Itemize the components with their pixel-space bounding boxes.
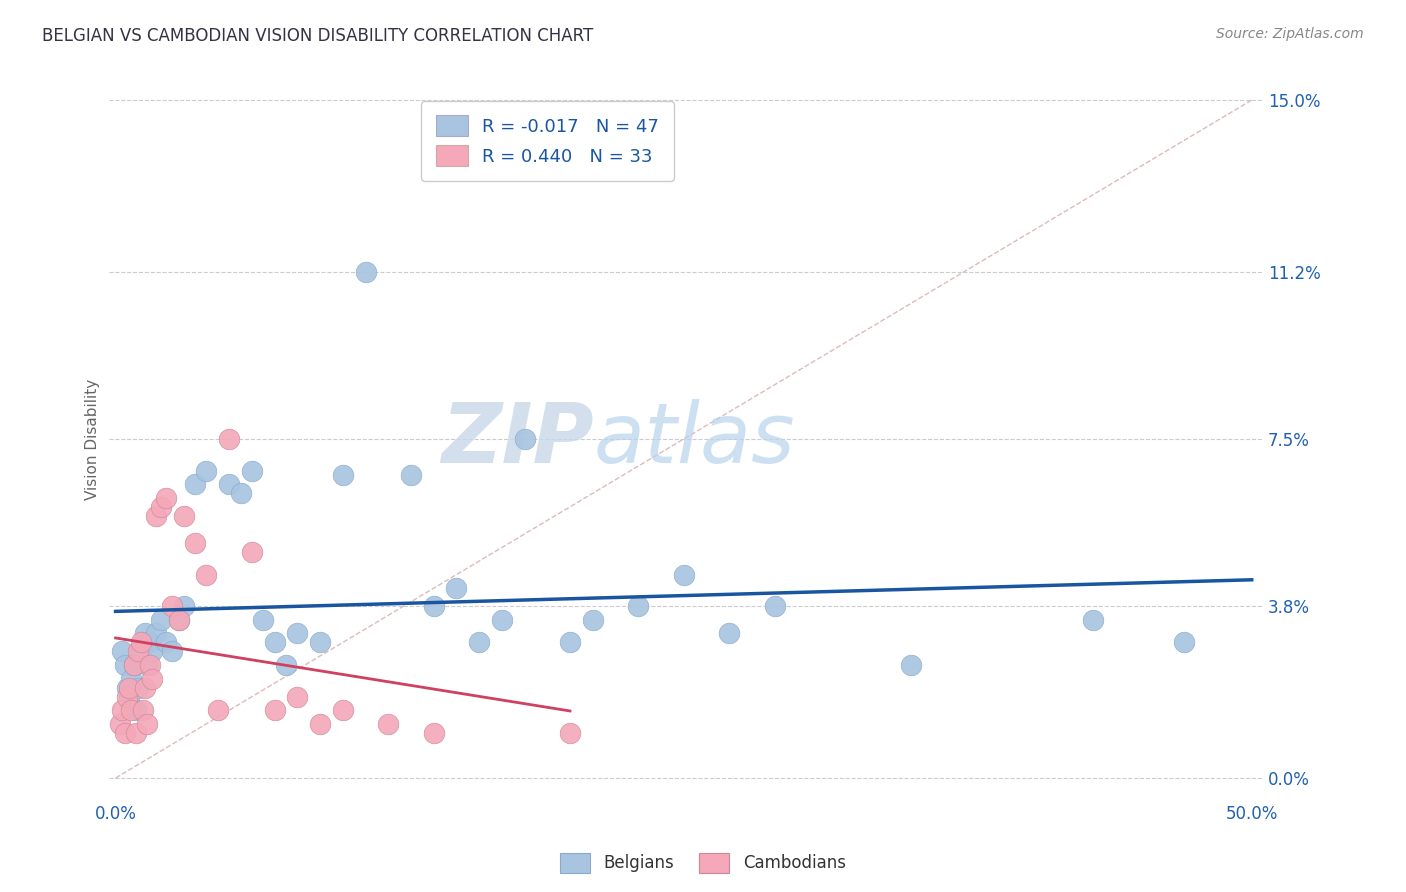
Point bbox=[240, 464, 263, 478]
Point bbox=[138, 635, 160, 649]
Point bbox=[309, 635, 332, 649]
Point bbox=[173, 599, 195, 614]
Point bbox=[121, 703, 143, 717]
Point bbox=[111, 644, 134, 658]
Point bbox=[354, 265, 377, 279]
Point bbox=[422, 599, 444, 614]
Point bbox=[184, 477, 207, 491]
Point bbox=[136, 658, 159, 673]
Point bbox=[114, 726, 136, 740]
Point bbox=[558, 635, 581, 649]
Point bbox=[332, 703, 354, 717]
Point bbox=[468, 635, 491, 649]
Point bbox=[218, 432, 240, 446]
Point bbox=[127, 644, 149, 658]
Point bbox=[150, 613, 173, 627]
Point bbox=[118, 690, 141, 704]
Point bbox=[399, 468, 422, 483]
Point bbox=[129, 635, 152, 649]
Point bbox=[207, 703, 229, 717]
Point bbox=[274, 658, 297, 673]
Point bbox=[115, 681, 138, 695]
Point bbox=[138, 658, 160, 673]
Point bbox=[127, 681, 149, 695]
Point bbox=[900, 658, 922, 673]
Point bbox=[114, 658, 136, 673]
Point bbox=[132, 703, 155, 717]
Text: BELGIAN VS CAMBODIAN VISION DISABILITY CORRELATION CHART: BELGIAN VS CAMBODIAN VISION DISABILITY C… bbox=[42, 27, 593, 45]
Point bbox=[558, 726, 581, 740]
Point bbox=[377, 716, 399, 731]
Legend: R = -0.017   N = 47, R = 0.440   N = 33: R = -0.017 N = 47, R = 0.440 N = 33 bbox=[420, 101, 673, 180]
Point bbox=[582, 613, 605, 627]
Point bbox=[422, 726, 444, 740]
Point bbox=[145, 508, 167, 523]
Text: ZIP: ZIP bbox=[441, 399, 593, 480]
Point bbox=[173, 508, 195, 523]
Y-axis label: Vision Disability: Vision Disability bbox=[86, 378, 100, 500]
Point bbox=[118, 681, 141, 695]
Legend: Belgians, Cambodians: Belgians, Cambodians bbox=[554, 847, 852, 880]
Point bbox=[240, 545, 263, 559]
Point bbox=[122, 658, 145, 673]
Point bbox=[763, 599, 786, 614]
Point bbox=[1081, 613, 1104, 627]
Text: Source: ZipAtlas.com: Source: ZipAtlas.com bbox=[1216, 27, 1364, 41]
Point bbox=[108, 716, 131, 731]
Point bbox=[141, 672, 163, 686]
Point bbox=[132, 635, 155, 649]
Point bbox=[672, 567, 695, 582]
Point bbox=[150, 500, 173, 514]
Point bbox=[125, 726, 148, 740]
Point bbox=[134, 626, 156, 640]
Point bbox=[627, 599, 650, 614]
Point bbox=[155, 491, 177, 505]
Point bbox=[446, 581, 468, 595]
Point bbox=[129, 644, 152, 658]
Point bbox=[332, 468, 354, 483]
Point bbox=[155, 635, 177, 649]
Point bbox=[121, 672, 143, 686]
Point bbox=[134, 681, 156, 695]
Point bbox=[287, 626, 309, 640]
Point bbox=[136, 716, 159, 731]
Point bbox=[167, 613, 190, 627]
Point bbox=[195, 464, 218, 478]
Point bbox=[125, 703, 148, 717]
Point bbox=[141, 644, 163, 658]
Point bbox=[145, 626, 167, 640]
Point bbox=[718, 626, 741, 640]
Text: atlas: atlas bbox=[593, 399, 796, 480]
Point bbox=[229, 486, 252, 500]
Point bbox=[218, 477, 240, 491]
Point bbox=[491, 613, 513, 627]
Point bbox=[252, 613, 274, 627]
Point bbox=[263, 635, 285, 649]
Point bbox=[167, 613, 190, 627]
Point bbox=[287, 690, 309, 704]
Point bbox=[263, 703, 285, 717]
Point bbox=[122, 658, 145, 673]
Point bbox=[1173, 635, 1195, 649]
Point bbox=[111, 703, 134, 717]
Point bbox=[162, 599, 184, 614]
Point bbox=[162, 644, 184, 658]
Point bbox=[184, 536, 207, 550]
Point bbox=[513, 432, 536, 446]
Point bbox=[115, 690, 138, 704]
Point bbox=[195, 567, 218, 582]
Point bbox=[309, 716, 332, 731]
